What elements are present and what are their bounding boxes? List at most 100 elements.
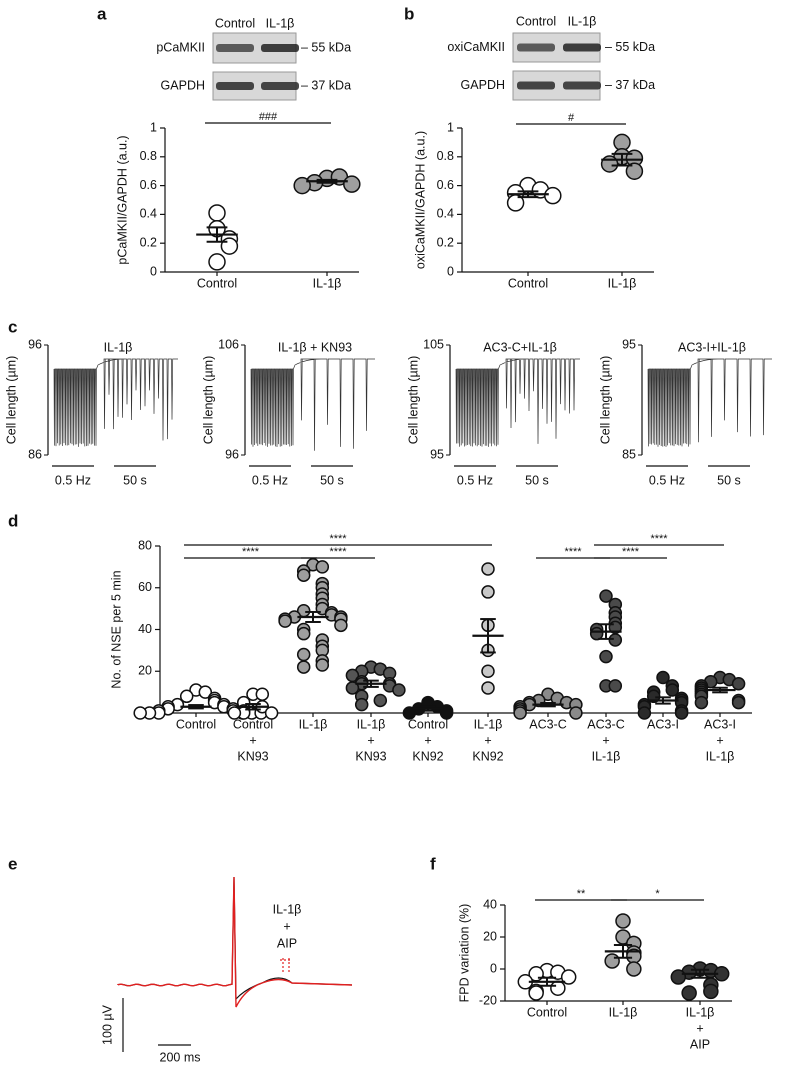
blot-band [216, 82, 254, 90]
y-tick-label: 0.4 [437, 207, 454, 221]
x-tick-label: + [484, 733, 491, 747]
y-tick-label: 20 [138, 664, 152, 678]
panel-letter: f [430, 854, 436, 873]
data-point [528, 985, 544, 1001]
blot-lane: IL-1β [266, 16, 295, 30]
x-tick-label: Control [408, 717, 448, 731]
data-point [198, 685, 213, 699]
data-point [296, 647, 311, 662]
data-point [615, 913, 631, 929]
scale-label: 100 µV [100, 1004, 114, 1045]
data-point [560, 969, 577, 985]
trace-title: IL-1β [104, 340, 133, 354]
y-tick-label: 0.6 [437, 178, 454, 192]
panel-letter: a [97, 4, 107, 23]
x-tick-label: + [716, 733, 723, 747]
blot-label: GAPDH [461, 78, 505, 92]
data-point [354, 697, 369, 712]
data-point [345, 681, 360, 695]
y-tick-label: 0 [447, 264, 454, 278]
data-point [208, 204, 226, 222]
data-point [133, 706, 147, 720]
data-point [439, 706, 454, 720]
data-point [481, 681, 495, 695]
significance-label: **** [564, 546, 582, 558]
y-tick-label: 0.2 [437, 235, 454, 249]
scale-label: 200 ms [160, 1050, 201, 1064]
data-point [334, 618, 348, 633]
blot-band [563, 81, 601, 90]
y-tick-label: 95 [430, 447, 444, 461]
error-bar [206, 226, 228, 243]
blot-size: – 37 kDa [605, 78, 655, 92]
significance-label: * [655, 888, 660, 900]
error-bar [420, 705, 436, 712]
x-tick-label: + [249, 733, 256, 747]
blot-lane: Control [516, 14, 556, 28]
y-axis-label: Cell length (µm) [4, 356, 18, 444]
y-tick-label: 1 [447, 120, 454, 134]
x-tick-label: + [696, 1021, 703, 1035]
blot-band [563, 43, 601, 52]
error-bar [537, 976, 557, 987]
y-axis-label: oxiCaMKII/GAPDH (a.u.) [413, 131, 427, 269]
blot-lane: Control [215, 16, 255, 30]
y-tick-label: 0.2 [140, 235, 157, 249]
y-tick-label: 95 [622, 337, 636, 351]
x-tick-label: Control [176, 717, 216, 731]
trace-title: AC3-I+IL-1β [678, 340, 746, 354]
x-tick-label: Control [527, 1005, 567, 1019]
blot-lane: IL-1β [568, 14, 597, 28]
trace [53, 358, 178, 447]
data-point [681, 985, 697, 1001]
data-point [656, 670, 670, 685]
y-tick-label: 105 [423, 337, 444, 351]
data-point [481, 664, 495, 678]
significance-label: **** [329, 533, 347, 545]
x-tick-label: + [367, 733, 374, 747]
x-tick-label: + [602, 733, 609, 747]
data-point [674, 706, 689, 720]
blot-size: – 55 kDa [301, 40, 351, 54]
data-point [569, 706, 583, 720]
trace-aip [117, 876, 353, 1008]
blot-band [216, 44, 254, 52]
data-point [604, 953, 620, 969]
x-tick-label: AC3-C [587, 717, 625, 731]
error-bar [540, 701, 556, 708]
data-point [481, 562, 495, 576]
x-tick-label: IL-1β [706, 749, 735, 763]
data-point [731, 695, 746, 710]
trace-title: AC3-C+IL-1β [483, 340, 557, 354]
data-point [665, 683, 680, 697]
scale-label: 0.5 Hz [55, 473, 91, 487]
scale-label: 50 s [320, 473, 344, 487]
x-tick-label: AC3-C [529, 717, 567, 731]
scale-label: 50 s [123, 473, 147, 487]
y-tick-label: 40 [483, 897, 497, 911]
data-point [264, 706, 279, 720]
x-tick-label: IL-1β [474, 717, 503, 731]
blot-label: pCaMKII [156, 40, 205, 54]
y-axis-label: FPD variation (%) [457, 904, 471, 1003]
error-bar [363, 679, 379, 688]
x-tick-label: IL-1β [609, 1005, 638, 1019]
x-tick-label: AIP [690, 1037, 710, 1051]
x-tick-label: Control [233, 717, 273, 731]
error-bar [655, 696, 671, 705]
data-point [315, 658, 330, 672]
y-tick-label: 85 [622, 447, 636, 461]
data-point [637, 706, 652, 720]
data-point [613, 133, 631, 152]
data-point [278, 614, 292, 628]
blot-label: oxiCaMKII [447, 40, 505, 54]
data-point [296, 660, 311, 674]
data-point [255, 687, 270, 701]
data-point [315, 560, 330, 574]
data-point [670, 969, 687, 985]
data-point [608, 679, 623, 693]
y-tick-label: 0 [150, 264, 157, 278]
error-bar [613, 944, 633, 959]
y-tick-label: 40 [138, 622, 152, 636]
